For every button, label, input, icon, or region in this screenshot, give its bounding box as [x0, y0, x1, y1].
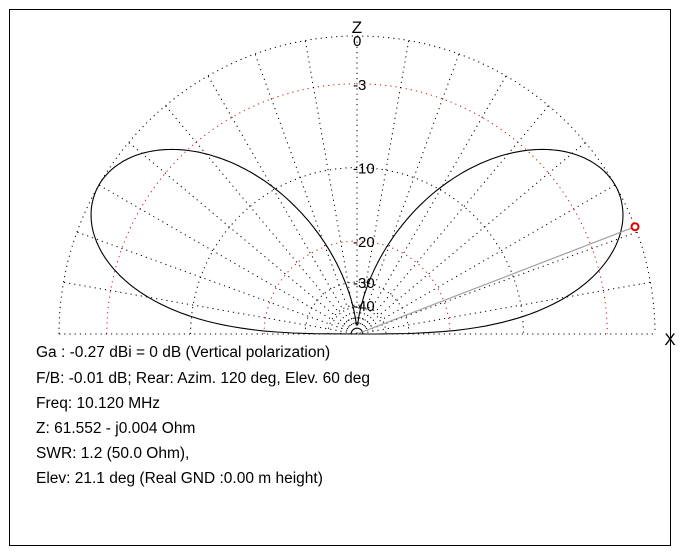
polar-grid: [58, 35, 656, 335]
ring-label: -40: [353, 298, 375, 315]
grid-radial-line: [356, 105, 549, 335]
axis-label-x: X: [664, 330, 675, 349]
info-frequency: Freq: 10.120 MHz: [36, 395, 161, 412]
grid-ring: [263, 240, 451, 335]
info-elevation: Elev: 21.1 deg (Real GND :0.00 m height): [36, 470, 323, 487]
grid-ring: [58, 35, 656, 335]
grid-radial-line: [304, 40, 358, 335]
axis-label-z: Z: [352, 18, 362, 37]
info-swr: SWR: 1.2 (50.0 Ohm),: [36, 445, 190, 462]
ring-label: -20: [353, 234, 375, 251]
chart-frame: [9, 9, 671, 546]
marker-line: [356, 226, 636, 335]
info-front-back: F/B: -0.01 dB; Rear: Azim. 120 deg, Elev…: [36, 370, 371, 387]
ring-label: -10: [353, 161, 375, 178]
ring-label: -3: [353, 77, 366, 94]
peak-marker: [630, 222, 640, 232]
radiation-pattern: [90, 148, 640, 335]
grid-radial-line: [165, 105, 358, 335]
info-impedance: Z: 61.552 - j0.004 Ohm: [36, 420, 196, 437]
grid-radial-line: [76, 231, 358, 335]
grid-radial-line: [63, 281, 358, 335]
grid-radial-line: [356, 281, 651, 335]
ring-label: 0: [353, 33, 361, 50]
pattern-curve: [90, 148, 624, 335]
info-gain: Ga : -0.27 dBi = 0 dB (Vertical polariza…: [36, 344, 331, 361]
grid-ring: [340, 317, 374, 335]
grid-radial-line: [254, 53, 358, 335]
grid-ring: [190, 167, 524, 335]
grid-radial-line: [356, 231, 638, 335]
grid-ring: [327, 304, 387, 335]
ring-label: -30: [353, 275, 375, 292]
ring-labels: 0 -3 -10 -20 -30 -40: [353, 33, 375, 315]
